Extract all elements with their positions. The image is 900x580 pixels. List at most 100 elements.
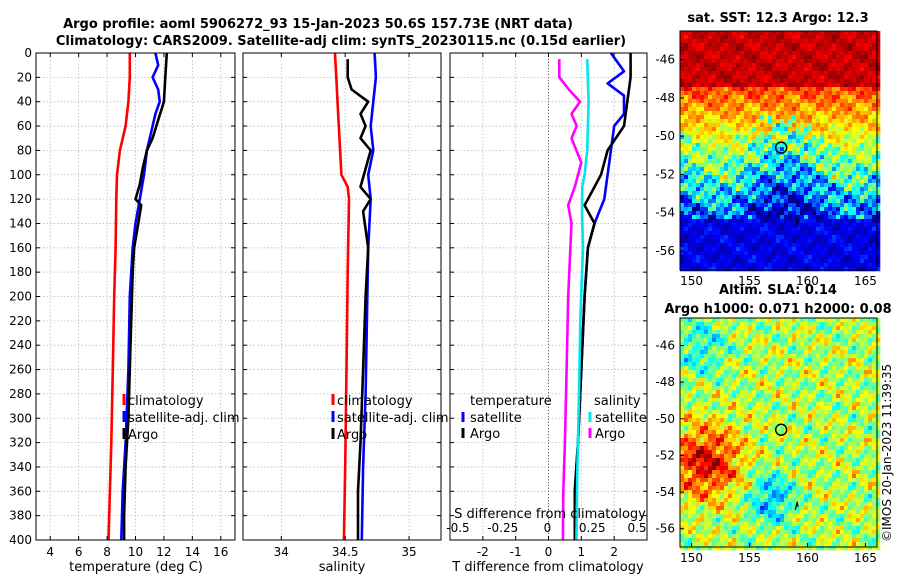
map-cell	[800, 51, 805, 56]
map-cell	[840, 414, 845, 419]
map-cell	[852, 414, 857, 419]
map-cell	[736, 71, 741, 76]
map-cell	[744, 434, 749, 439]
sst-map-panel: 150 155 160 165-46-48-50-52-54-56	[655, 30, 881, 288]
y-tick-label: 280	[9, 387, 32, 401]
map-cell	[752, 418, 757, 423]
map-cell	[708, 119, 713, 124]
map-cell	[764, 422, 769, 427]
map-cell	[684, 147, 689, 152]
map-cell	[744, 350, 749, 355]
map-cell	[820, 322, 825, 327]
map-cell	[796, 147, 801, 152]
map-cell	[768, 195, 773, 200]
map-cell	[752, 35, 757, 40]
map-cell	[684, 322, 689, 327]
map-cell	[724, 414, 729, 419]
map-cell	[792, 131, 797, 136]
map-cell	[772, 398, 777, 403]
map-cell	[808, 139, 813, 144]
map-cell	[804, 35, 809, 40]
map-cell	[788, 55, 793, 60]
map-cell	[696, 163, 701, 168]
map-cell	[776, 167, 781, 172]
map-cell	[716, 251, 721, 256]
map-cell	[876, 211, 881, 216]
map-cell	[848, 247, 853, 252]
map-cell	[804, 390, 809, 395]
map-cell	[704, 442, 709, 447]
map-cell	[796, 362, 801, 367]
map-cell	[684, 139, 689, 144]
map-cell	[784, 107, 789, 112]
map-cell	[812, 195, 817, 200]
map-cell	[828, 227, 833, 232]
map-cell	[740, 239, 745, 244]
map-cell	[700, 219, 705, 224]
map-cell	[724, 430, 729, 435]
map-cell	[688, 406, 693, 411]
map-cell	[744, 135, 749, 140]
map-y-tick-label: -46	[655, 53, 675, 67]
map-cell	[708, 239, 713, 244]
map-cell	[696, 426, 701, 431]
map-cell	[740, 131, 745, 136]
map-cell	[720, 111, 725, 116]
map-cell	[688, 211, 693, 216]
map-cell	[712, 446, 717, 451]
map-cell	[872, 346, 877, 351]
map-cell	[828, 91, 833, 96]
map-cell	[840, 95, 845, 100]
map-cell	[812, 47, 817, 52]
map-cell	[828, 183, 833, 188]
map-cell	[852, 223, 857, 228]
map-cell	[724, 151, 729, 156]
map-cell	[768, 442, 773, 447]
map-cell	[760, 115, 765, 120]
map-cell	[768, 318, 773, 323]
map-cell	[748, 215, 753, 220]
map-cell	[760, 410, 765, 415]
map-cell	[712, 438, 717, 443]
map-cell	[696, 171, 701, 176]
map-cell	[800, 71, 805, 76]
map-cell	[784, 119, 789, 124]
map-cell	[760, 434, 765, 439]
map-cell	[760, 219, 765, 224]
map-cell	[792, 119, 797, 124]
map-cell	[796, 155, 801, 160]
map-cell	[696, 139, 701, 144]
map-cell	[720, 223, 725, 228]
map-cell	[848, 115, 853, 120]
map-cell	[844, 123, 849, 128]
map-cell	[764, 91, 769, 96]
map-cell	[792, 55, 797, 60]
map-cell	[864, 107, 869, 112]
map-cell	[744, 227, 749, 232]
map-cell	[804, 199, 809, 204]
map-cell	[764, 135, 769, 140]
map-cell	[772, 227, 777, 232]
map-cell	[748, 83, 753, 88]
map-cell	[708, 207, 713, 212]
map-cell	[812, 219, 817, 224]
map-cell	[692, 370, 697, 375]
map-cell	[780, 131, 785, 136]
map-cell	[872, 434, 877, 439]
map-cell	[844, 382, 849, 387]
map-cell	[860, 39, 865, 44]
map-cell	[688, 51, 693, 56]
map-cell	[820, 247, 825, 252]
map-cell	[776, 390, 781, 395]
map-cell	[772, 107, 777, 112]
map-cell	[812, 422, 817, 427]
map-cell	[820, 394, 825, 399]
map-cell	[732, 139, 737, 144]
map-cell	[788, 406, 793, 411]
map-cell	[864, 362, 869, 367]
map-cell	[840, 215, 845, 220]
map-cell	[864, 207, 869, 212]
map-cell	[728, 31, 733, 36]
map-cell	[724, 71, 729, 76]
map-cell	[748, 135, 753, 140]
